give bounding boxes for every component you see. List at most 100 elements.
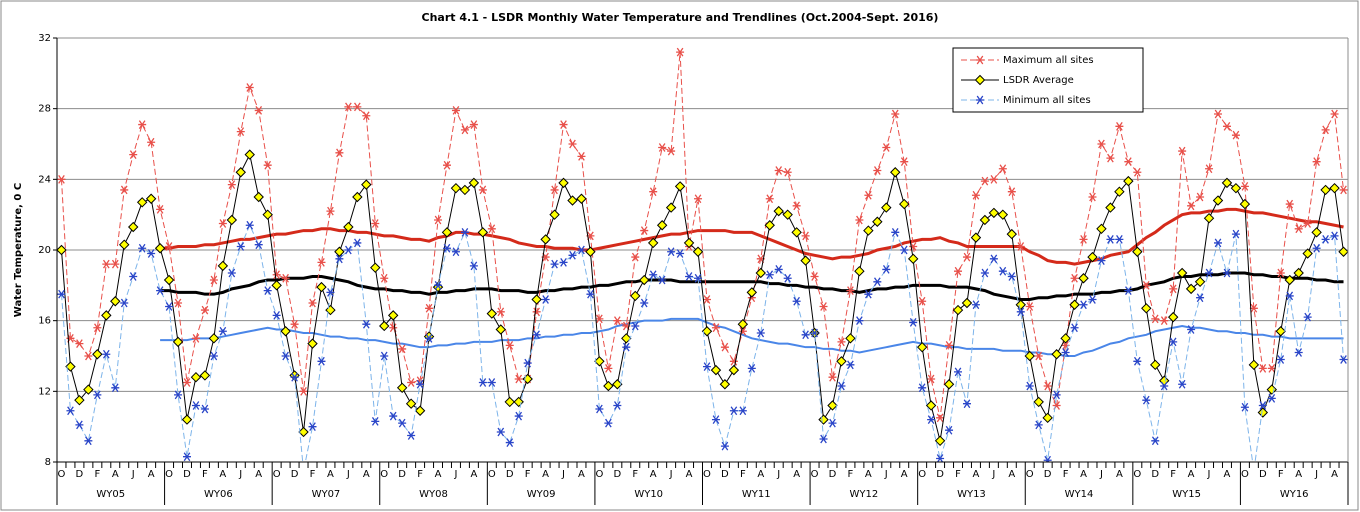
legend-marker [976, 55, 984, 65]
marker [450, 182, 462, 194]
marker [156, 286, 165, 296]
marker [371, 219, 380, 228]
marker [900, 157, 909, 167]
marker [93, 323, 102, 333]
marker [317, 257, 326, 267]
x-tick-label: D [291, 469, 299, 480]
marker [567, 195, 578, 206]
marker [810, 272, 819, 281]
marker [979, 214, 991, 226]
marker [737, 318, 749, 330]
marker [1276, 268, 1285, 278]
marker [1178, 379, 1187, 389]
marker [156, 204, 165, 214]
marker [1312, 243, 1321, 253]
group-label: WY13 [957, 489, 986, 500]
marker [334, 246, 345, 257]
marker [577, 245, 586, 255]
marker [181, 414, 193, 425]
marker [1078, 273, 1089, 284]
marker [1285, 291, 1294, 301]
marker [837, 337, 846, 347]
marker [774, 265, 783, 274]
x-tick-label: F [202, 469, 208, 480]
marker [925, 400, 937, 411]
legend-marker [974, 74, 986, 86]
marker [1079, 235, 1088, 244]
x-tick-label: A [542, 469, 549, 480]
marker [308, 298, 317, 308]
marker [954, 367, 963, 377]
x-tick-label: F [740, 469, 746, 480]
marker [1133, 356, 1142, 366]
x-tick-label: J [561, 469, 565, 480]
marker [1339, 355, 1348, 364]
marker [298, 426, 309, 438]
marker [93, 390, 102, 400]
marker [1015, 299, 1026, 310]
marker [209, 351, 218, 361]
marker [1016, 307, 1025, 317]
marker [1329, 182, 1340, 194]
marker [1185, 283, 1197, 295]
x-tick-label: D [183, 469, 191, 480]
marker [667, 146, 676, 156]
marker [110, 296, 121, 307]
marker [1043, 381, 1052, 391]
marker [496, 427, 505, 437]
marker [604, 363, 613, 373]
y-axis-label: Water Temperature, 0 C [13, 183, 24, 317]
marker [1043, 455, 1052, 462]
marker [487, 378, 496, 387]
marker [907, 253, 919, 265]
marker [631, 321, 640, 331]
x-tick-label: J [1207, 469, 1211, 480]
marker [819, 302, 828, 311]
marker [120, 185, 129, 195]
marker [863, 225, 874, 236]
x-tick-label: J [238, 469, 242, 480]
marker [434, 280, 443, 290]
marker [729, 406, 738, 416]
marker [692, 246, 704, 257]
marker [505, 438, 514, 447]
marker [75, 339, 84, 349]
marker [558, 177, 569, 189]
x-tick-label: O [165, 469, 173, 480]
marker [191, 401, 200, 410]
marker [1221, 177, 1233, 189]
marker [362, 111, 371, 121]
x-tick-label: A [650, 469, 657, 480]
marker [927, 374, 936, 384]
marker [271, 280, 282, 291]
marker [1025, 381, 1034, 391]
marker [936, 454, 945, 462]
marker [773, 205, 784, 217]
marker [711, 323, 720, 333]
marker [665, 202, 677, 213]
marker [702, 362, 711, 371]
marker [165, 302, 174, 311]
marker [138, 120, 147, 129]
marker [694, 194, 703, 204]
marker [57, 244, 67, 256]
marker [343, 221, 354, 233]
marker [1006, 228, 1018, 240]
marker [307, 338, 318, 349]
marker [272, 310, 281, 320]
x-tick-label: J [776, 469, 780, 480]
marker [1267, 363, 1276, 373]
marker [281, 351, 290, 361]
marker [899, 198, 910, 210]
marker [147, 137, 156, 147]
marker [1214, 109, 1222, 119]
y-tick-label: 28 [38, 104, 51, 115]
marker [846, 360, 855, 370]
marker [1205, 164, 1214, 174]
marker [1187, 201, 1196, 211]
marker [316, 281, 327, 293]
marker [674, 181, 686, 192]
marker [1178, 146, 1187, 156]
marker [818, 414, 829, 425]
x-tick-label: D [1044, 469, 1052, 480]
